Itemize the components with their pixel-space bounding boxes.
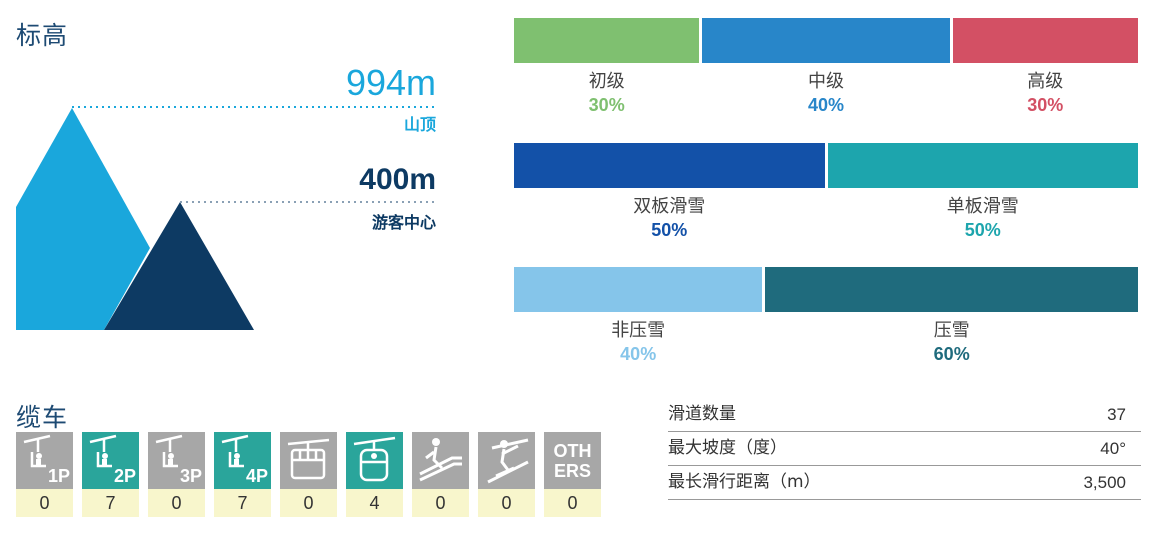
base-mountain [104, 202, 254, 330]
bar-percent-label: 30% [1027, 95, 1064, 115]
lift-count: 7 [214, 489, 271, 517]
lift-caption: 4P [245, 466, 268, 486]
elevation-title: 标高 [16, 21, 69, 50]
lifts-title: 缆车 [16, 403, 69, 432]
base-label: 游客中心 [371, 213, 436, 232]
lift-count: 0 [280, 489, 337, 517]
lift-item: 0 [412, 432, 469, 517]
table-row: 最长滑行距离（m） 3,500 [668, 466, 1141, 500]
bar-segment: 压雪 60% [765, 267, 1138, 364]
bar-segment: 初级 30% [514, 18, 700, 115]
bar-segment: 非压雪 40% [514, 267, 763, 364]
lift-item: 2P 7 [82, 432, 139, 517]
summit-elevation-value: 994m [345, 62, 436, 103]
elevation-graphic [16, 106, 436, 330]
stat-value: 37 [1107, 405, 1126, 424]
ropeway-icon [280, 432, 337, 489]
stat-label: 最长滑行距离（m） [668, 472, 821, 492]
bar-category-label: 双板滑雪 [633, 196, 706, 217]
table-row: 最大坡度（度） 40° [668, 432, 1141, 466]
surface-lift-icon [478, 432, 535, 489]
lift-count: 0 [16, 489, 73, 517]
lift-item: 1P 0 [16, 432, 73, 517]
bar-segment: 双板滑雪 50% [514, 143, 825, 240]
gondola-icon [346, 432, 403, 489]
others-icon: OTH ERS [544, 432, 601, 489]
lift-count: 7 [82, 489, 139, 517]
table-row: 滑道数量 37 [668, 398, 1141, 432]
bar-chart: 非压雪 40% 压雪 60% [514, 267, 1138, 364]
bar-category-label: 初级 [588, 71, 625, 92]
base-elevation-value: 400m [359, 163, 436, 196]
lift-count: 4 [346, 489, 403, 517]
bar-segment: 高级 30% [952, 18, 1138, 115]
magic-carpet-icon [412, 432, 469, 489]
bar-category-label: 非压雪 [611, 320, 666, 341]
stat-value: 3,500 [1083, 473, 1126, 492]
bar-category-label: 高级 [1027, 71, 1064, 92]
bar-percent-label: 30% [588, 95, 625, 115]
lift-caption: OTH ERS [553, 441, 592, 481]
lift-item: 3P 0 [148, 432, 205, 517]
lift-item: OTH ERS 0 [544, 432, 601, 517]
bar-segment: 单板滑雪 50% [827, 143, 1138, 240]
lift-caption: 1P [47, 466, 70, 486]
bar-chart: 双板滑雪 50% 单板滑雪 50% [514, 143, 1138, 240]
bar-segment: 中级 40% [702, 18, 950, 115]
chairlift-2p-icon: 2P [82, 432, 139, 489]
bar-percent-label: 40% [620, 344, 657, 364]
lift-count: 0 [544, 489, 601, 517]
bar-category-label: 中级 [807, 71, 844, 92]
summit-mountain [16, 108, 150, 330]
bar-category-label: 单板滑雪 [946, 196, 1019, 217]
stat-value: 40° [1100, 439, 1126, 458]
lift-list: 1P 0 2P 7 3P 0 4P 7 0 4 [16, 432, 601, 517]
bar-percent-label: 60% [933, 344, 970, 364]
lift-count: 0 [148, 489, 205, 517]
lift-item: 0 [280, 432, 337, 517]
chairlift-1p-icon: 1P [16, 432, 73, 489]
stats-table: 滑道数量 37 最大坡度（度） 40° 最长滑行距离（m） 3,500 [668, 398, 1141, 500]
bar-percent-label: 50% [964, 220, 1001, 240]
chairlift-3p-icon: 3P [148, 432, 205, 489]
chairlift-4p-icon: 4P [214, 432, 271, 489]
bar-category-label: 压雪 [933, 320, 970, 341]
lift-item: 4P 7 [214, 432, 271, 517]
stat-label: 滑道数量 [668, 404, 736, 424]
lift-item: 4 [346, 432, 403, 517]
lift-count: 0 [478, 489, 535, 517]
bar-percent-label: 40% [807, 95, 844, 115]
stat-label: 最大坡度（度） [668, 438, 787, 458]
summit-label: 山顶 [403, 115, 436, 134]
lift-caption: 3P [179, 466, 202, 486]
bar-percent-label: 50% [651, 220, 688, 240]
lift-item: 0 [478, 432, 535, 517]
lift-count: 0 [412, 489, 469, 517]
lift-caption: 2P [113, 466, 136, 486]
bar-chart: 初级 30% 中级 40% 高级 30% [514, 18, 1138, 115]
